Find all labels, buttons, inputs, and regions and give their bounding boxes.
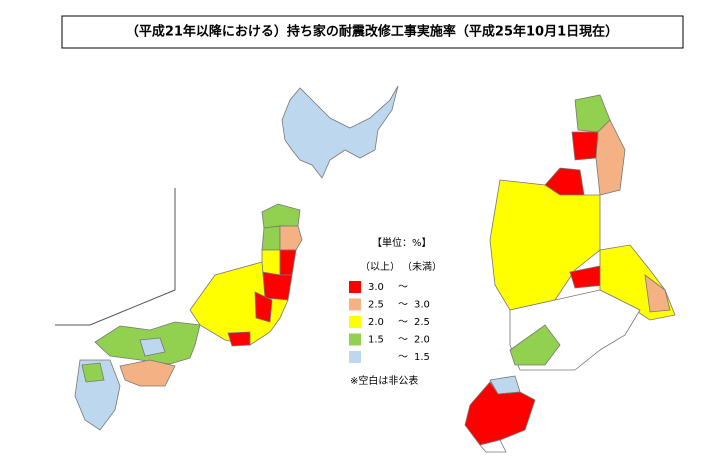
legend-swatch <box>349 316 361 328</box>
legend-swatch <box>349 333 361 346</box>
legend-swatch <box>349 281 361 293</box>
akita <box>261 225 281 251</box>
chubu-kanto <box>189 261 289 346</box>
okinawa-inset-border <box>55 188 176 326</box>
title: （平成21年以降における）持ち家の耐震改修工事実施率（平成25年10月1日現在） <box>126 24 618 40</box>
fukushima <box>261 271 293 301</box>
legend: 【単位：%】 （以上） （未満） 3.0 〜 2.5 〜 3.0 2.0 〜 2.5 1.5 〜 2… <box>349 236 442 387</box>
legend-to: 2.0 <box>414 335 430 346</box>
legend-to: 3.0 <box>414 300 430 311</box>
legend-to: 2.5 <box>414 317 430 328</box>
legend-col-to: （未満） <box>402 261 442 273</box>
legend-from: 2.0 <box>368 317 384 328</box>
mie-south-red <box>464 381 536 446</box>
kanto-red <box>254 291 273 323</box>
legend-to: 1.5 <box>414 352 430 363</box>
legend-col-from: （以上） <box>360 261 400 273</box>
legend-from: 2.5 <box>368 300 384 311</box>
legend-separator: 〜 <box>398 282 408 293</box>
legend-separator: 〜 <box>398 317 408 328</box>
mie-central <box>489 179 601 311</box>
aomori <box>261 203 301 229</box>
chugoku-blue <box>139 337 166 357</box>
legend-separator: 〜 <box>398 300 408 311</box>
legend-swatch <box>349 298 361 311</box>
legend-from: 1.5 <box>368 335 384 346</box>
mie-south-white <box>479 439 507 453</box>
title-box <box>61 15 684 49</box>
mie-north-peach <box>595 119 626 196</box>
legend-items: 3.0 〜 2.5 〜 3.0 2.0 〜 2.5 1.5 〜 2.0 〜 1.5 <box>349 281 430 363</box>
japan-map <box>55 85 399 431</box>
legend-header: 【単位：%】 <box>372 236 432 249</box>
mie-north-red <box>571 131 599 161</box>
iwate <box>279 225 303 251</box>
mie-south-green <box>509 324 561 366</box>
mie-map <box>464 94 676 453</box>
shizuoka <box>227 331 251 347</box>
legend-from: 3.0 <box>368 282 384 293</box>
yamagata <box>261 249 281 276</box>
kyushu-green <box>81 362 105 383</box>
shikoku <box>119 359 176 387</box>
hokkaido <box>281 85 399 179</box>
legend-swatch <box>349 351 361 363</box>
mie-east-peach <box>644 274 671 313</box>
miyagi <box>279 249 297 276</box>
legend-separator: 〜 <box>398 335 408 346</box>
legend-note: ※空白は非公表 <box>350 374 418 387</box>
legend-separator: 〜 <box>398 352 408 363</box>
